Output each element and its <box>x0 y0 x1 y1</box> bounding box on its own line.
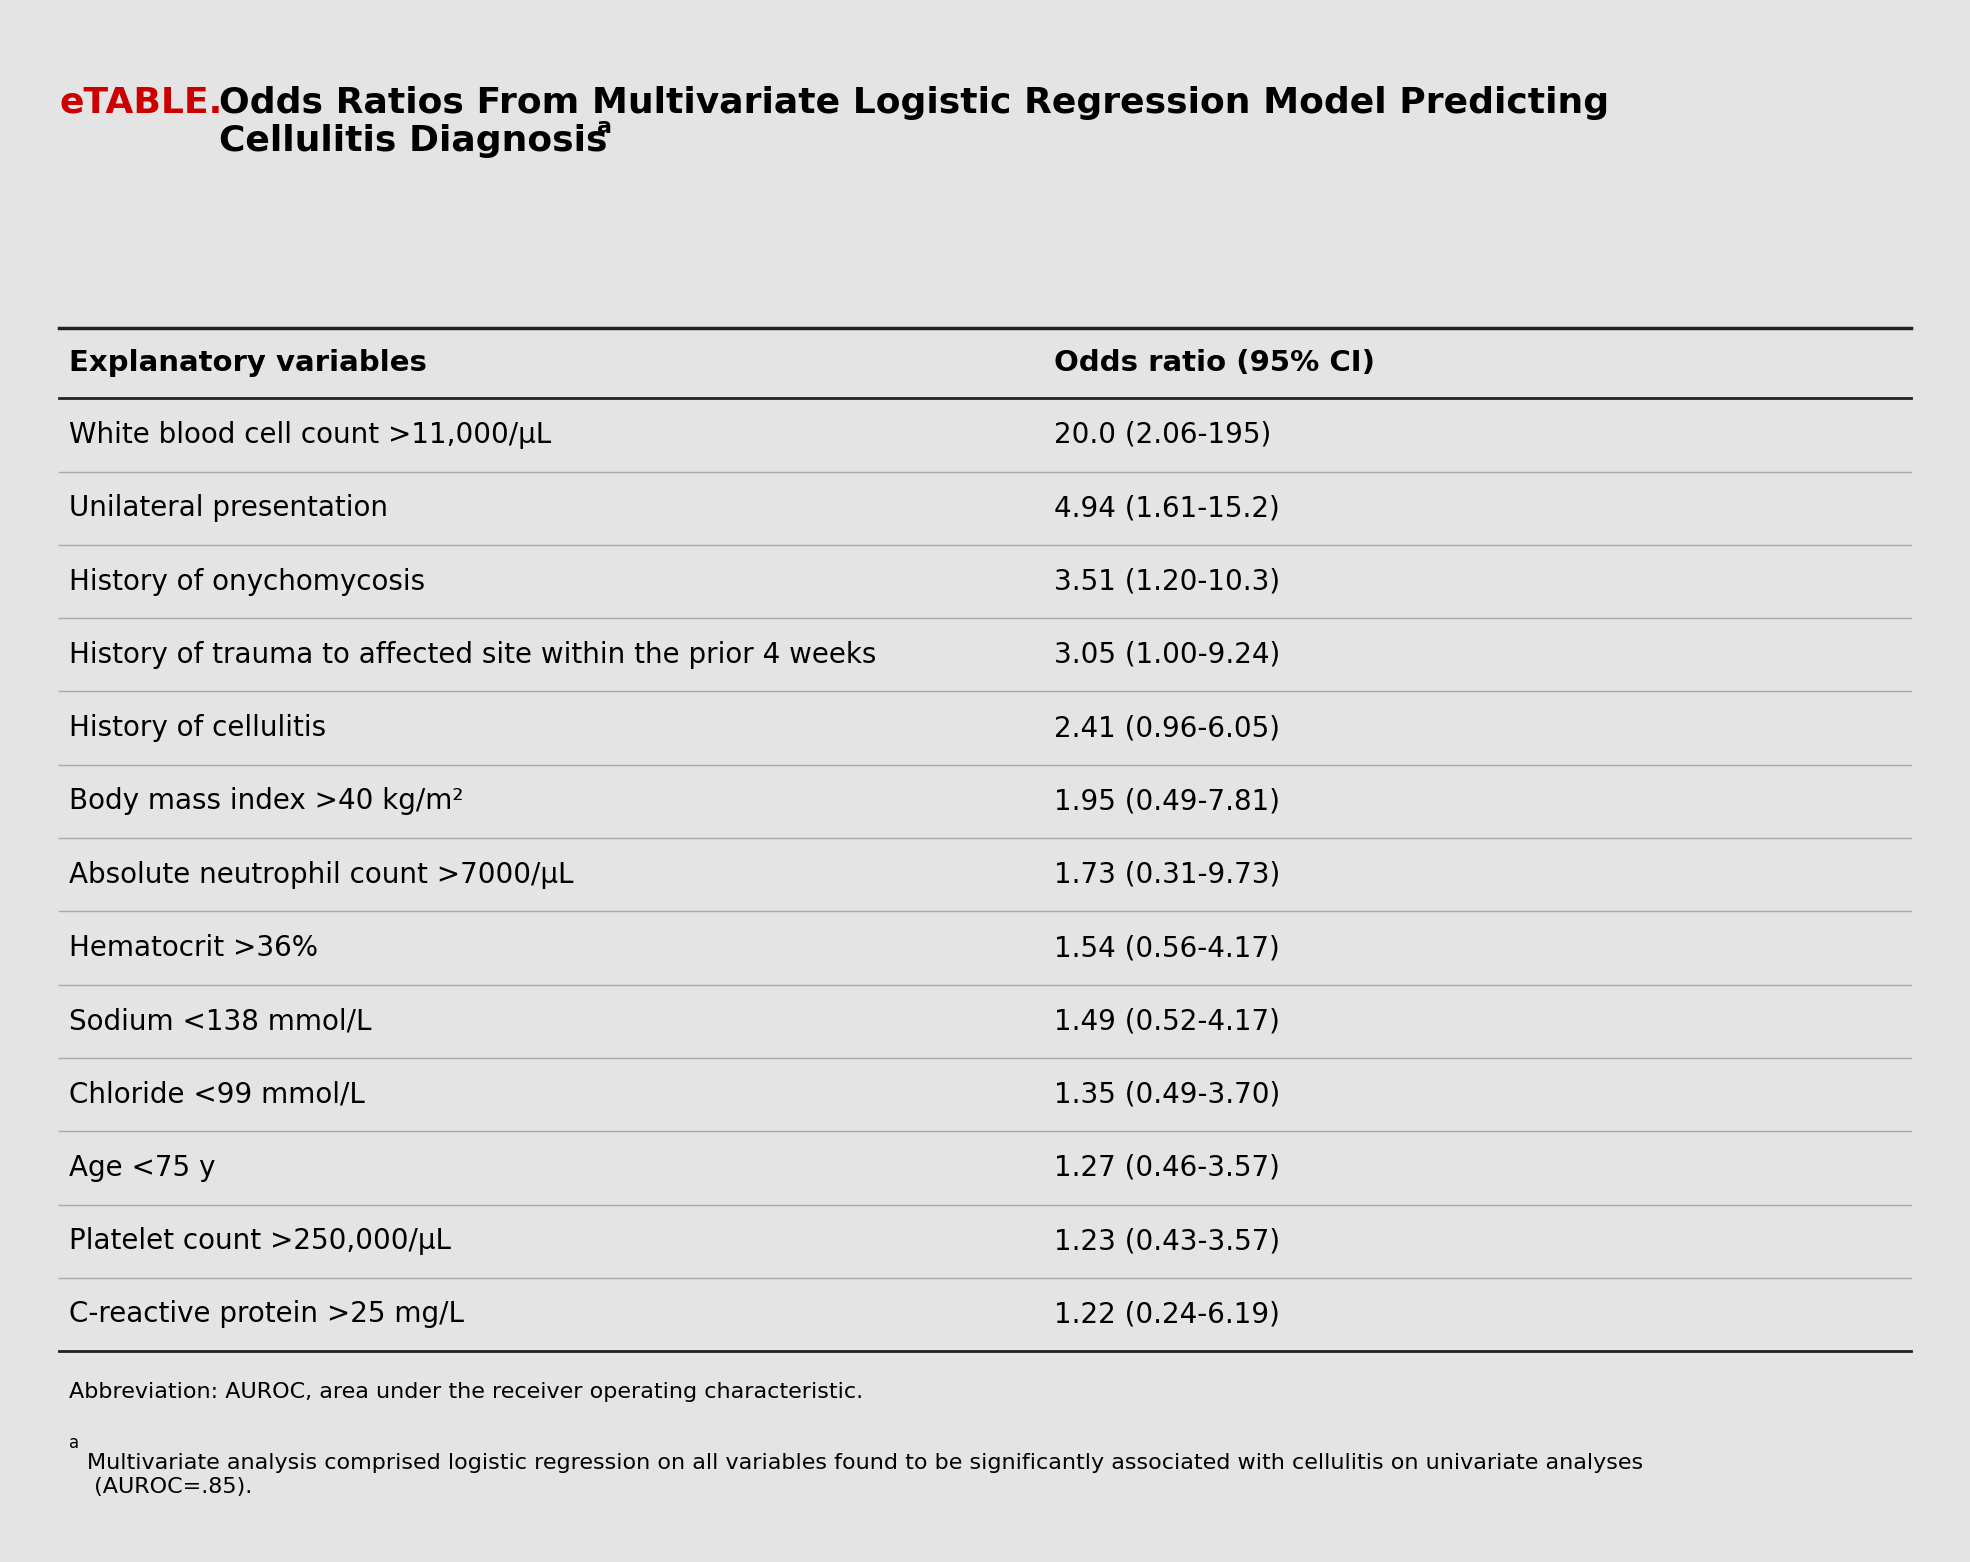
Text: 20.0 (2.06-195): 20.0 (2.06-195) <box>1054 420 1271 448</box>
Text: Platelet count >250,000/μL: Platelet count >250,000/μL <box>69 1228 451 1256</box>
Text: Abbreviation: AUROC, area under the receiver operating characteristic.: Abbreviation: AUROC, area under the rece… <box>69 1382 863 1403</box>
Text: Body mass index >40 kg/m²: Body mass index >40 kg/m² <box>69 787 463 815</box>
Text: White blood cell count >11,000/μL: White blood cell count >11,000/μL <box>69 420 552 448</box>
Text: 1.95 (0.49-7.81): 1.95 (0.49-7.81) <box>1054 787 1280 815</box>
Text: 2.41 (0.96-6.05): 2.41 (0.96-6.05) <box>1054 714 1280 742</box>
Text: 1.73 (0.31-9.73): 1.73 (0.31-9.73) <box>1054 861 1280 889</box>
Text: Multivariate analysis comprised logistic regression on all variables found to be: Multivariate analysis comprised logistic… <box>87 1453 1643 1498</box>
Text: C-reactive protein >25 mg/L: C-reactive protein >25 mg/L <box>69 1301 465 1329</box>
Text: 1.27 (0.46-3.57): 1.27 (0.46-3.57) <box>1054 1154 1280 1182</box>
Text: Odds Ratios From Multivariate Logistic Regression Model Predicting
Cellulitis Di: Odds Ratios From Multivariate Logistic R… <box>219 86 1609 158</box>
Text: History of onychomycosis: History of onychomycosis <box>69 567 426 595</box>
Text: History of trauma to affected site within the prior 4 weeks: History of trauma to affected site withi… <box>69 640 877 669</box>
Text: 1.23 (0.43-3.57): 1.23 (0.43-3.57) <box>1054 1228 1280 1256</box>
Text: Unilateral presentation: Unilateral presentation <box>69 494 388 522</box>
Text: 1.22 (0.24-6.19): 1.22 (0.24-6.19) <box>1054 1301 1280 1329</box>
Text: Sodium <138 mmol/L: Sodium <138 mmol/L <box>69 1007 372 1036</box>
Text: Age <75 y: Age <75 y <box>69 1154 215 1182</box>
Text: Explanatory variables: Explanatory variables <box>69 350 427 376</box>
Text: 1.35 (0.49-3.70): 1.35 (0.49-3.70) <box>1054 1081 1280 1109</box>
Text: Chloride <99 mmol/L: Chloride <99 mmol/L <box>69 1081 364 1109</box>
Text: 1.49 (0.52-4.17): 1.49 (0.52-4.17) <box>1054 1007 1280 1036</box>
Text: Hematocrit >36%: Hematocrit >36% <box>69 934 317 962</box>
Text: a: a <box>597 117 613 137</box>
Text: Absolute neutrophil count >7000/μL: Absolute neutrophil count >7000/μL <box>69 861 573 889</box>
Text: 4.94 (1.61-15.2): 4.94 (1.61-15.2) <box>1054 494 1280 522</box>
Text: a: a <box>69 1434 79 1453</box>
Text: Odds ratio (95% CI): Odds ratio (95% CI) <box>1054 350 1375 376</box>
Text: 3.51 (1.20-10.3): 3.51 (1.20-10.3) <box>1054 567 1280 595</box>
Text: 3.05 (1.00-9.24): 3.05 (1.00-9.24) <box>1054 640 1280 669</box>
Text: History of cellulitis: History of cellulitis <box>69 714 327 742</box>
Text: eTABLE.: eTABLE. <box>59 86 223 120</box>
Text: 1.54 (0.56-4.17): 1.54 (0.56-4.17) <box>1054 934 1280 962</box>
